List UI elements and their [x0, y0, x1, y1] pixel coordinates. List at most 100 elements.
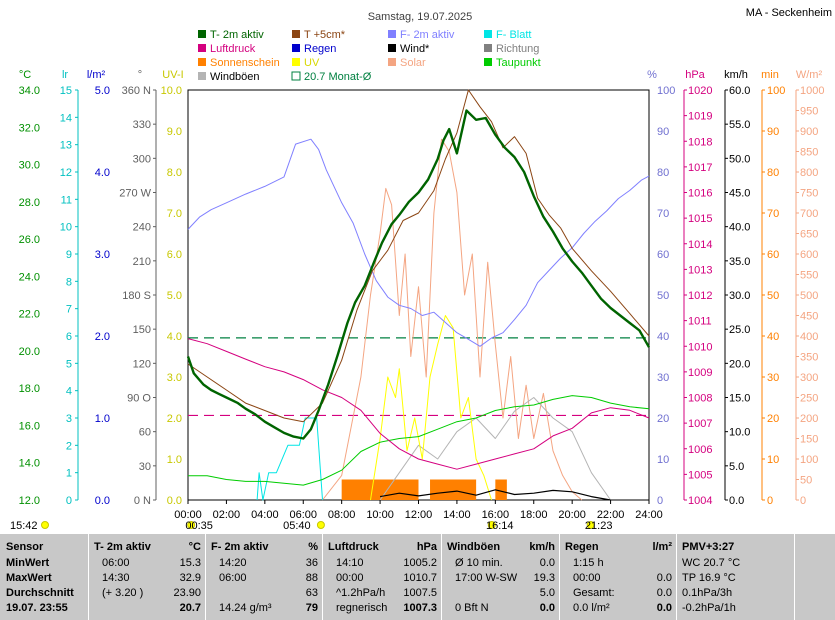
axis-tick-label: 45.0 [729, 188, 750, 200]
axis-tick-label: 400 [800, 331, 818, 343]
axis-tick-label: 360 N [122, 85, 151, 97]
axis-3: ° 360 N 330 300 270 W 240 210 180 S 150 120 90 O 60… [119, 69, 157, 507]
legend-swatch [198, 30, 206, 38]
legend-swatch [198, 58, 206, 66]
stats-cell-label: 0.0 l/m² [573, 602, 610, 614]
axis-tick-label: 1016 [688, 188, 712, 200]
stats-cell: MaxWert [6, 572, 52, 584]
legend-label: Wind* [400, 43, 430, 55]
legend-item: Sonnenschein [198, 57, 280, 69]
moonrise-time: 00:35 [185, 520, 213, 532]
axis-tick-label: 80 [657, 167, 669, 179]
axis-tick-label: 9 [66, 249, 72, 261]
axis-7: km/h 60.0 55.0 50.0 45.0 40.0 35.0 30.0 25.0 20.0… [724, 69, 750, 507]
axis-tick-label: 60 [657, 249, 669, 261]
stats-cell: TP 16.9 °C [682, 572, 736, 584]
legend-item: Taupunkt [484, 57, 541, 69]
axis-tick-label: 18.0 [19, 383, 40, 395]
stats-cell-label: 17:00 W-SW [455, 572, 518, 584]
axis-tick-label: 330 [133, 119, 151, 131]
stats-column: T- 2m aktiv °C 06:00 15.3 14:30 32.9 (+ 3.20 )… [88, 534, 206, 620]
moonset-icon [41, 521, 49, 529]
axis-tick-label: 15.0 [729, 393, 750, 405]
axis-tick-label: 12.0 [19, 495, 40, 507]
sunshine-bar [430, 479, 477, 500]
stats-cell: MinWert [6, 557, 50, 569]
legend-label: T- 2m aktiv [210, 29, 264, 41]
statistics-panel: Sensor MinWert MaxWert Durchschnitt 19.07. 2… [0, 534, 835, 620]
sunshine-bar [495, 479, 507, 500]
sunshine-bar [341, 479, 419, 500]
axis-unit: °C [19, 69, 31, 81]
axis-tick-label: 1017 [688, 162, 712, 174]
axis-tick-label: 20 [767, 413, 779, 425]
stats-cell: -0.2hPa/1h [682, 602, 736, 614]
stats-cell-label: 14:30 [102, 572, 130, 584]
axis-tick-label: 600 [800, 249, 818, 261]
axis-unit: UV-I [162, 69, 183, 81]
axis-tick-label: 6 [66, 331, 72, 343]
stats-cell-label: regnerisch [336, 602, 388, 614]
stats-cell: Durchschnitt [6, 587, 74, 599]
axis-tick-label: 250 [800, 393, 818, 405]
legend-label: Regen [304, 43, 336, 55]
axis-tick-label: 1009 [688, 367, 712, 379]
axis-tick-label: 3.0 [95, 249, 110, 261]
stats-column: F- 2m aktiv% 14:20 36 06:00 88 63 14.24 g/m³ 79 [205, 534, 323, 620]
series-f-blatt [256, 417, 323, 501]
stats-cell-label: (+ 3.20 ) [102, 587, 144, 599]
axis-tick-label: 50 [657, 290, 669, 302]
series-solar [322, 138, 583, 501]
axis-tick-label: 25.0 [729, 324, 750, 336]
axis-tick-label: 1019 [688, 111, 712, 123]
axis-tick-label: 14 [60, 112, 72, 124]
axis-tick-label: 0 [800, 495, 806, 507]
legend-item: 20.7 Monat-Ø [291, 71, 372, 83]
axis-tick-label: 50 [800, 475, 812, 487]
stats-cell-label: 00:00 [336, 572, 364, 584]
stats-cell-value: 0.0 [539, 602, 555, 614]
x-tick-label: 06:00 [289, 509, 317, 521]
axis-tick-label: 1.0 [167, 454, 182, 466]
x-tick-label: 12:00 [405, 509, 433, 521]
axes: °C34.032.030.028.026.024.022.020.018.016… [19, 69, 825, 507]
axis-unit: min [761, 69, 779, 81]
stats-header: Windböen [447, 541, 501, 553]
x-tick-label: 22:00 [597, 509, 625, 521]
legend-swatch [484, 44, 492, 52]
axis-tick-label: 650 [800, 229, 818, 241]
legend-label: UV [304, 57, 320, 69]
stats-cell-label: 14.24 g/m³ [219, 602, 272, 614]
axis-tick-label: 950 [800, 106, 818, 118]
legend-item: Regen [292, 43, 336, 55]
stats-cell-value: 20.7 [179, 602, 201, 614]
legend-swatch [292, 44, 300, 52]
legend-swatch [388, 44, 396, 52]
stats-unit: km/h [529, 541, 555, 553]
series-luftdruck [187, 338, 650, 470]
axis-tick-label: 7 [66, 304, 72, 316]
axis-tick-label: 300 [133, 153, 151, 165]
axis-unit: km/h [724, 69, 748, 81]
axis-tick-label: 0 N [134, 495, 151, 507]
legend-swatch [198, 44, 206, 52]
axis-tick-label: 3 [66, 413, 72, 425]
stats-header: PMV+3:27 [682, 541, 735, 553]
chart-title: Samstag, 19.07.2025 [368, 11, 473, 23]
axis-tick-label: 20.0 [729, 358, 750, 370]
x-tick-label: 02:00 [213, 509, 241, 521]
axis-tick-label: 55.0 [729, 119, 750, 131]
axis-tick-label: 13 [60, 140, 72, 152]
axis-0: °C 34.0 32.0 30.0 28.0 26.0 24.0 22.0 20.0 18.0 16… [19, 69, 40, 507]
axis-tick-label: 28.0 [19, 197, 40, 209]
stats-cell-label: 14:10 [336, 557, 364, 569]
axis-tick-label: 270 W [119, 188, 151, 200]
axis-tick-label: 0.0 [95, 495, 110, 507]
legend-swatch [198, 72, 206, 80]
axis-tick-label: 180 S [122, 290, 151, 302]
stats-header: F- 2m aktiv [211, 541, 269, 553]
axis-tick-label: 30 [767, 372, 779, 384]
axis-tick-label: 50.0 [729, 153, 750, 165]
